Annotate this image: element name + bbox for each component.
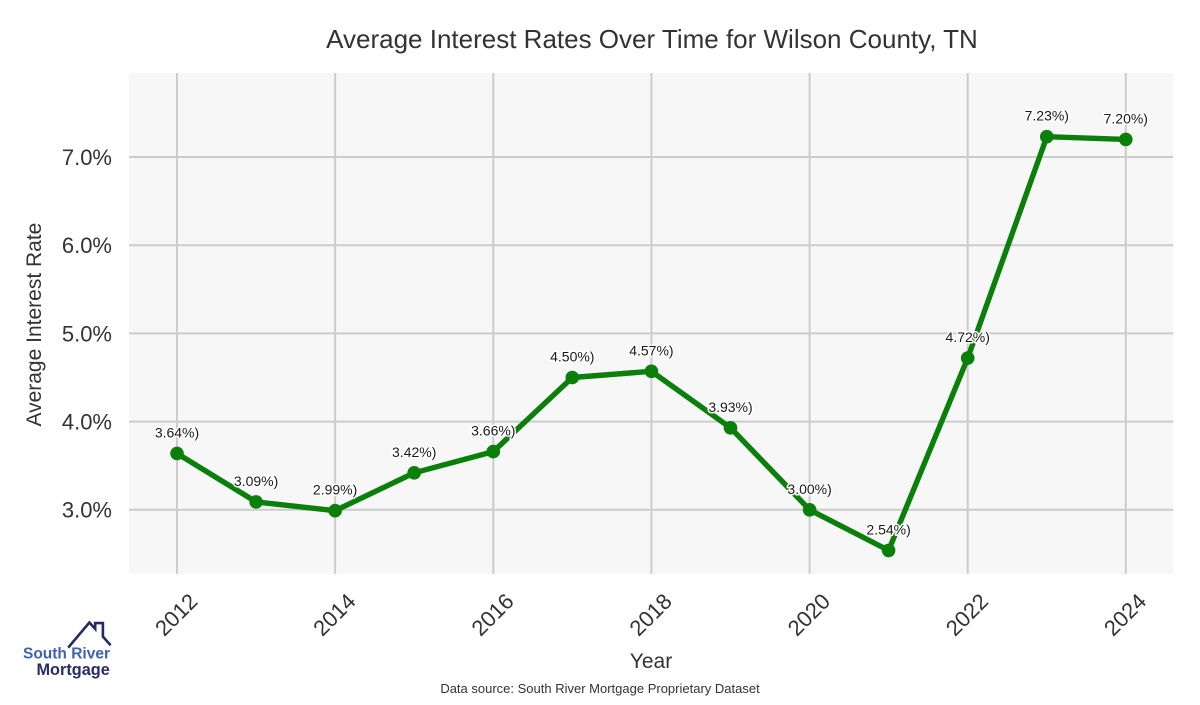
svg-text:7.20%): 7.20%) [1104, 110, 1148, 126]
svg-text:4.0%: 4.0% [62, 410, 112, 435]
svg-text:7.23%): 7.23%) [1025, 108, 1069, 124]
svg-text:Year: Year [630, 650, 672, 673]
svg-text:2.99%): 2.99%) [313, 482, 357, 498]
svg-text:3.00%): 3.00%) [787, 481, 831, 497]
svg-text:3.93%): 3.93%) [708, 399, 752, 415]
svg-text:7.23%): 7.23%) [1025, 108, 1069, 124]
svg-text:6.0%: 6.0% [62, 233, 112, 258]
svg-text:3.0%: 3.0% [62, 498, 112, 523]
svg-text:Average Interest Rates Over Ti: Average Interest Rates Over Time for Wil… [326, 24, 978, 54]
svg-text:5.0%: 5.0% [62, 321, 112, 346]
svg-text:3.64%): 3.64%) [155, 424, 199, 440]
svg-text:3.09%): 3.09%) [234, 473, 278, 489]
svg-text:3.00%): 3.00%) [787, 481, 831, 497]
svg-text:7.20%): 7.20%) [1104, 110, 1148, 126]
svg-text:2.54%): 2.54%) [866, 521, 910, 537]
svg-text:3.93%): 3.93%) [708, 399, 752, 415]
svg-text:3.42%): 3.42%) [392, 444, 436, 460]
svg-text:4.72%): 4.72%) [946, 329, 990, 345]
svg-text:Average Interest Rate: Average Interest Rate [23, 223, 46, 427]
svg-text:3.64%): 3.64%) [155, 424, 199, 440]
svg-text:3.09%): 3.09%) [234, 473, 278, 489]
svg-text:2.54%): 2.54%) [866, 521, 910, 537]
svg-text:Data source: South River Mortg: Data source: South River Mortgage Propri… [440, 681, 760, 696]
svg-text:4.57%): 4.57%) [629, 342, 673, 358]
svg-text:4.57%): 4.57%) [629, 342, 673, 358]
svg-text:4.50%): 4.50%) [550, 349, 594, 365]
svg-text:3.66%): 3.66%) [471, 423, 515, 439]
svg-text:2.99%): 2.99%) [313, 482, 357, 498]
svg-text:3.66%): 3.66%) [471, 423, 515, 439]
svg-text:4.72%): 4.72%) [946, 329, 990, 345]
svg-text:3.42%): 3.42%) [392, 444, 436, 460]
svg-text:7.0%: 7.0% [62, 145, 112, 170]
svg-text:Mortgage: Mortgage [37, 661, 110, 679]
svg-text:4.50%): 4.50%) [550, 349, 594, 365]
svg-text:South River: South River [23, 646, 110, 663]
